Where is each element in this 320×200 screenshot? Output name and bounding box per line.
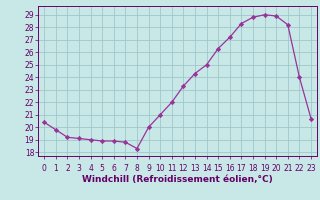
X-axis label: Windchill (Refroidissement éolien,°C): Windchill (Refroidissement éolien,°C) — [82, 175, 273, 184]
